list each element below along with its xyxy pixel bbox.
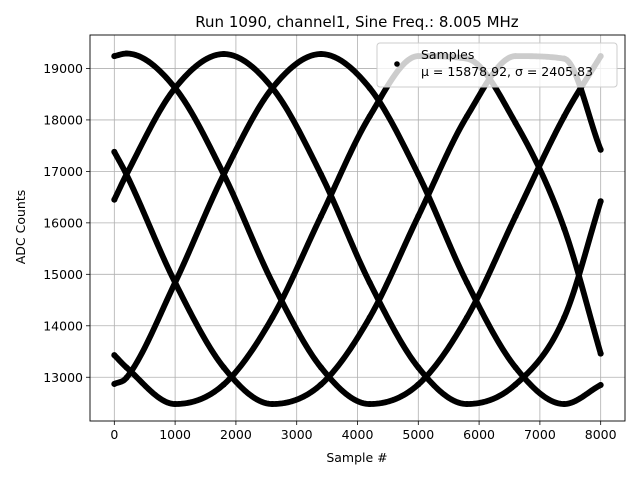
y-tick-label: 16000 xyxy=(43,215,83,230)
sample-point xyxy=(366,279,373,286)
sample-series-5 xyxy=(111,51,604,407)
y-tick-label: 18000 xyxy=(43,112,83,127)
sample-point xyxy=(463,401,470,408)
x-tick-label: 4000 xyxy=(342,427,374,442)
y-tick-label: 19000 xyxy=(43,61,83,76)
sample-series-3 xyxy=(111,51,604,407)
sample-point xyxy=(415,381,422,388)
sample-point xyxy=(220,381,227,388)
sample-point xyxy=(597,146,604,153)
sample-point xyxy=(269,401,276,408)
chart-title: Run 1090, channel1, Sine Freq.: 8.005 MH… xyxy=(195,13,519,31)
y-axis-ticks: 13000 14000 15000 16000 17000 18000 19000 xyxy=(43,61,90,385)
y-tick-label: 14000 xyxy=(43,318,83,333)
sample-point xyxy=(111,53,118,60)
sample-point xyxy=(220,51,227,58)
legend-box xyxy=(376,42,618,88)
sample-point xyxy=(366,85,373,92)
x-tick-label: 7000 xyxy=(524,427,556,442)
sample-point xyxy=(111,196,118,203)
legend-marker xyxy=(394,61,400,67)
x-axis-label: Sample # xyxy=(326,450,387,465)
sample-point xyxy=(512,120,519,127)
y-axis-label: ADC Counts xyxy=(13,190,28,265)
legend: Samples μ = 15878.92, σ = 2405.83 xyxy=(376,42,618,88)
sample-series-4 xyxy=(111,53,604,407)
x-tick-label: 8000 xyxy=(585,427,617,442)
sample-point xyxy=(220,171,227,178)
sample-point xyxy=(463,113,470,120)
sample-point xyxy=(123,50,130,57)
sample-point xyxy=(463,279,470,286)
sample-point xyxy=(561,113,568,120)
sample-point xyxy=(366,113,373,120)
sample-point xyxy=(123,364,130,371)
sample-point xyxy=(220,364,227,371)
y-tick-label: 17000 xyxy=(43,164,83,179)
legend-entry-samples: Samples xyxy=(421,47,474,62)
sample-point xyxy=(111,148,118,155)
y-tick-label: 13000 xyxy=(43,370,83,385)
x-tick-label: 5000 xyxy=(402,427,434,442)
sample-point xyxy=(172,401,179,408)
sample-point xyxy=(123,171,130,178)
sample-point xyxy=(318,171,325,178)
sample-point xyxy=(318,364,325,371)
sample-point xyxy=(111,352,118,359)
sample-point xyxy=(415,171,422,178)
sample-point xyxy=(561,314,568,321)
sample-point xyxy=(415,213,422,220)
sample-point xyxy=(512,364,519,371)
sample-point xyxy=(172,85,179,92)
sample-point xyxy=(318,381,325,388)
x-tick-label: 6000 xyxy=(463,427,495,442)
sample-point xyxy=(463,314,470,321)
sample-point xyxy=(111,380,118,387)
legend-entry-stats: μ = 15878.92, σ = 2405.83 xyxy=(421,64,593,79)
sample-point xyxy=(561,401,568,408)
y-tick-label: 15000 xyxy=(43,267,83,282)
sample-point xyxy=(512,381,519,388)
sample-point xyxy=(269,314,276,321)
sample-point xyxy=(561,225,568,232)
sample-point xyxy=(269,279,276,286)
sample-point xyxy=(512,213,519,220)
sample-point xyxy=(597,381,604,388)
sample-point xyxy=(597,350,604,357)
sample-point xyxy=(123,374,130,381)
x-tick-label: 2000 xyxy=(220,427,252,442)
sample-point xyxy=(366,314,373,321)
sample-point xyxy=(415,364,422,371)
x-axis-ticks: 0 1000 2000 3000 4000 5000 6000 7000 8000 xyxy=(110,421,617,442)
x-tick-label: 3000 xyxy=(281,427,313,442)
x-tick-label: 1000 xyxy=(159,427,191,442)
sample-point xyxy=(597,198,604,205)
x-tick-label: 0 xyxy=(110,427,118,442)
sample-point xyxy=(366,401,373,408)
sample-point xyxy=(269,85,276,92)
sample-point xyxy=(172,279,179,286)
sample-point xyxy=(318,51,325,58)
sample-series-1 xyxy=(111,50,604,407)
sample-point xyxy=(318,213,325,220)
